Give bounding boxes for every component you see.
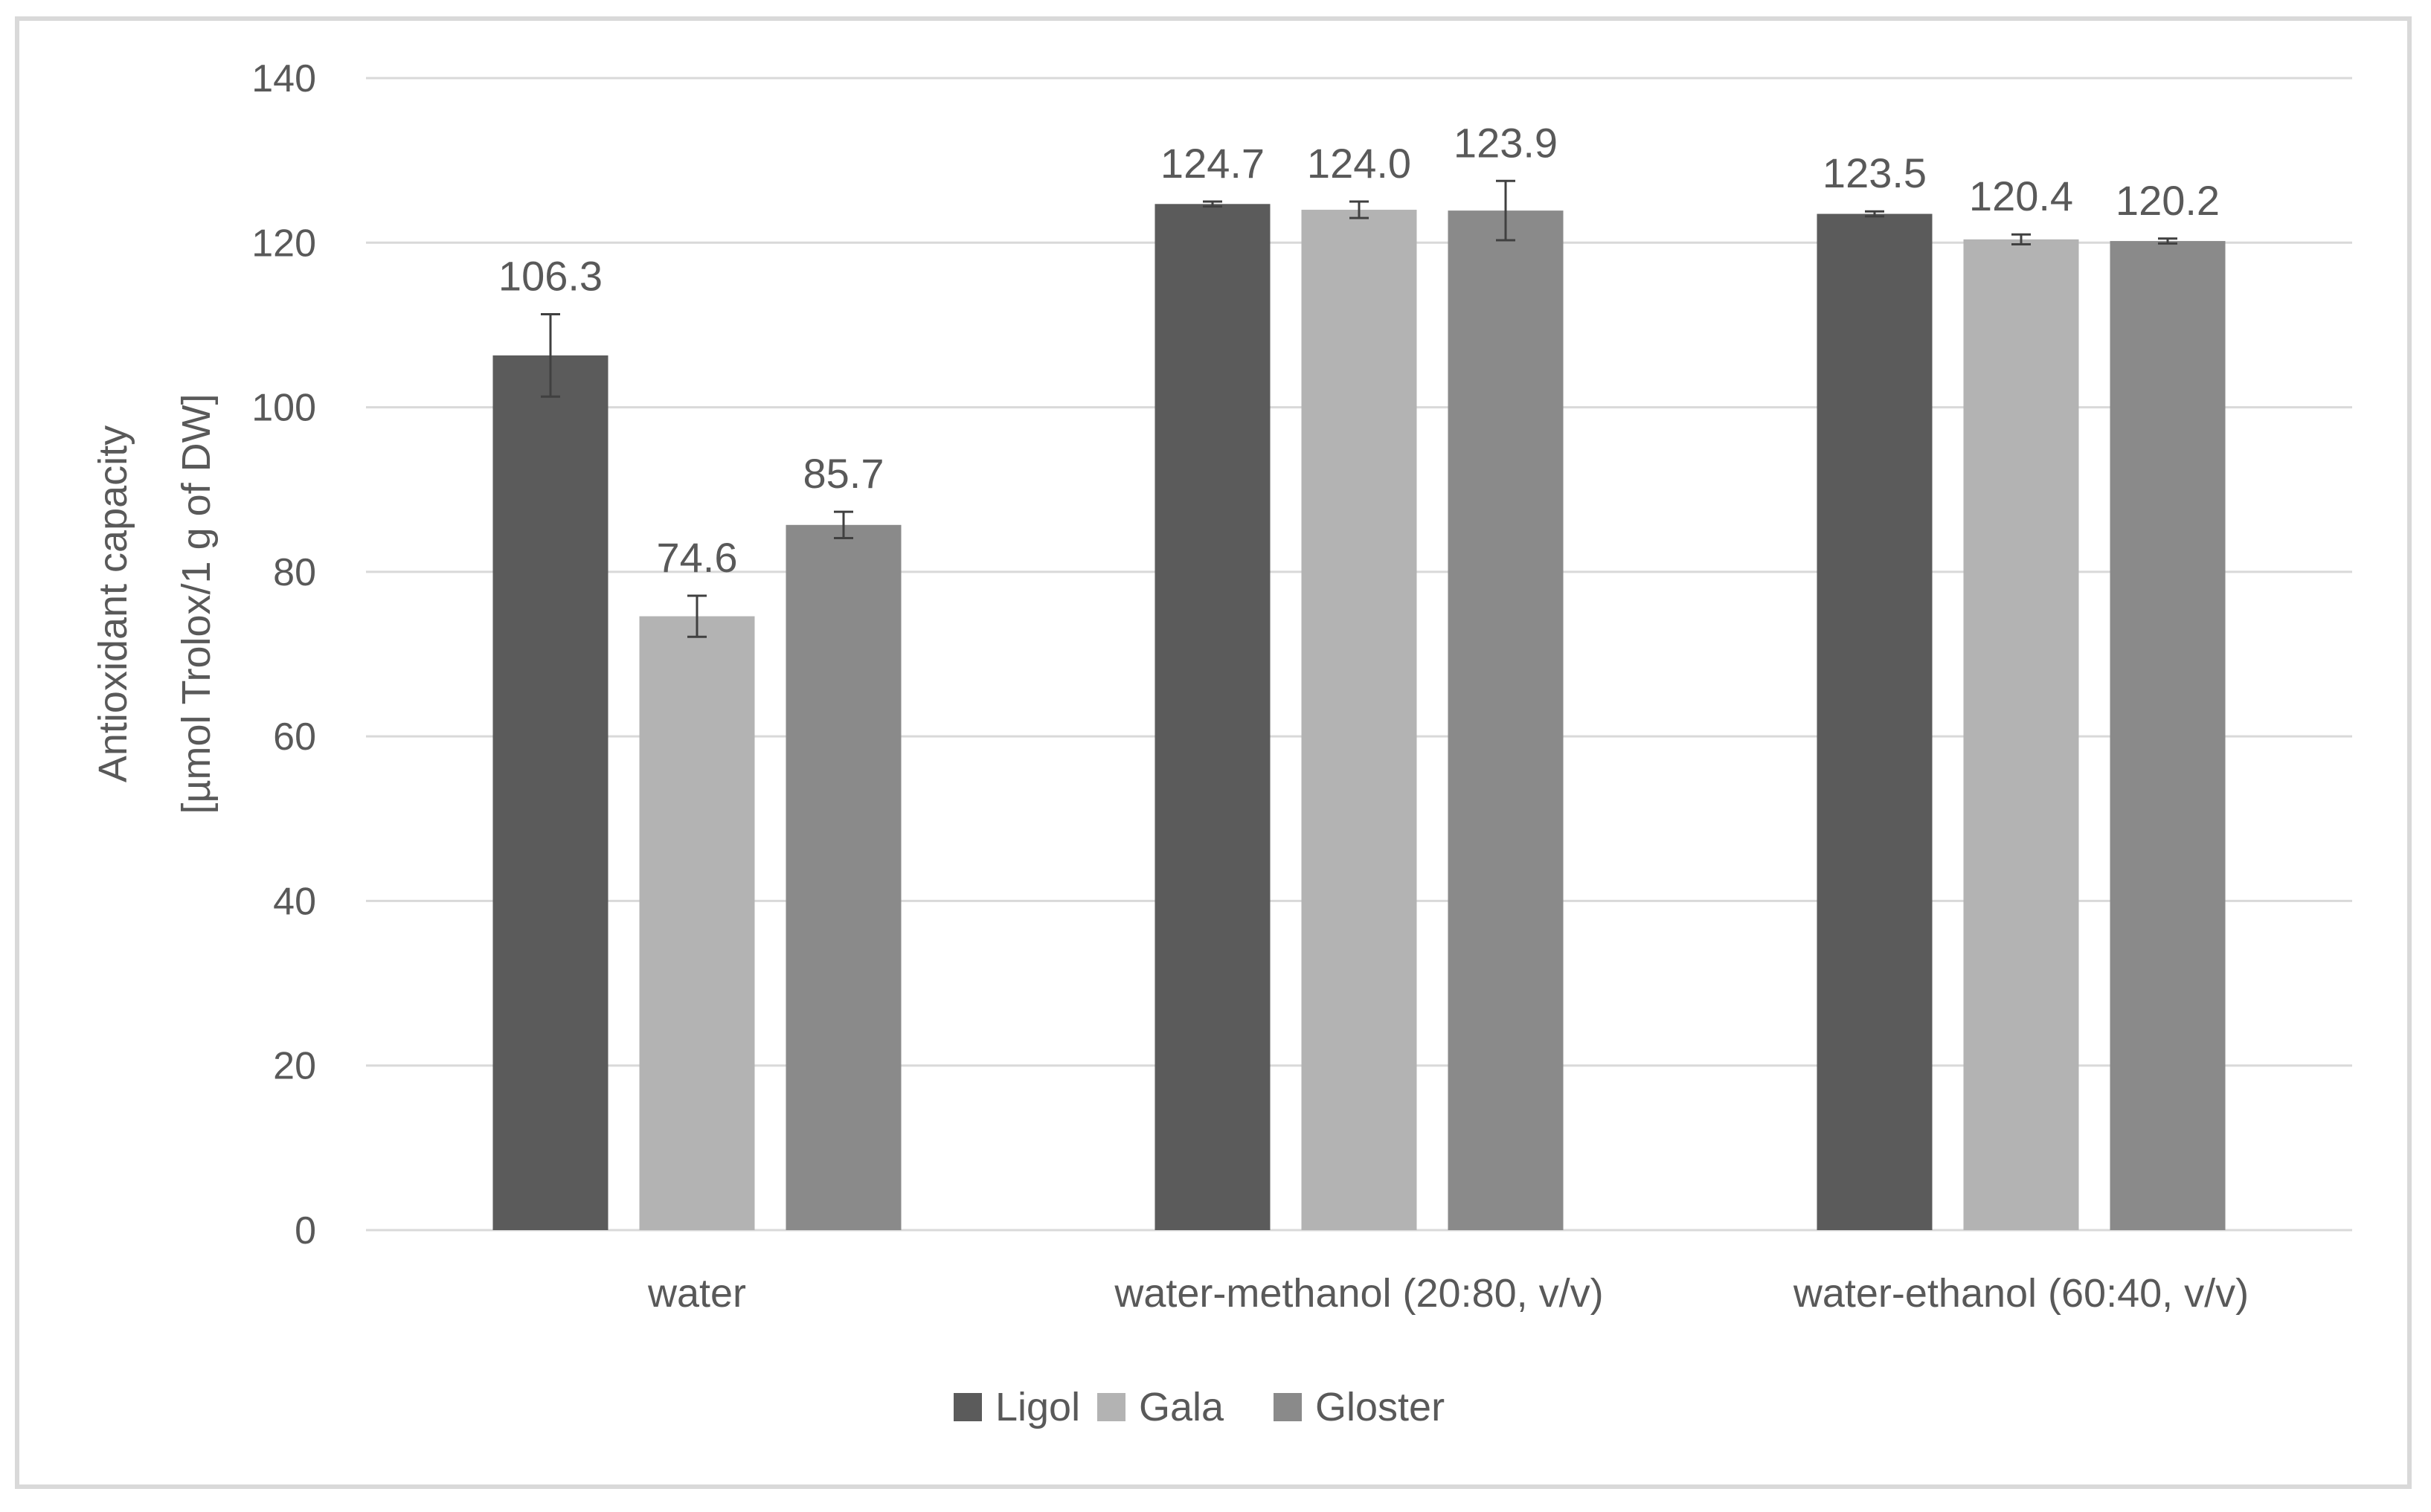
bar-gloster bbox=[786, 524, 902, 1230]
y-tick-label: 100 bbox=[251, 387, 316, 430]
x-tick-label: water-methanol (20:80, v/v) bbox=[1114, 1271, 1603, 1316]
error-bar bbox=[834, 510, 853, 539]
y-tick-label: 60 bbox=[273, 715, 316, 759]
error-bar bbox=[2158, 237, 2177, 245]
y-tick-label: 20 bbox=[273, 1045, 316, 1088]
error-bar bbox=[541, 313, 560, 398]
legend-swatch-gloster bbox=[1274, 1393, 1302, 1421]
error-bar bbox=[1349, 200, 1369, 219]
data-label: 120.2 bbox=[2116, 177, 2220, 224]
y-tick-label: 140 bbox=[251, 57, 316, 100]
bar-gloster bbox=[2110, 241, 2226, 1230]
legend-label-gloster: Gloster bbox=[1315, 1385, 1445, 1429]
y-axis-title-line1: Antioxidant capacity bbox=[91, 425, 135, 782]
error-bar bbox=[1203, 200, 1222, 208]
y-axis-ticks: 0 20 40 60 80 100 120 140 bbox=[251, 57, 316, 1252]
data-label: 85.7 bbox=[803, 450, 884, 497]
y-tick-label: 0 bbox=[295, 1209, 316, 1252]
bar-ligol bbox=[1817, 213, 1933, 1231]
data-label: 124.0 bbox=[1307, 140, 1411, 187]
bar-gala bbox=[639, 616, 755, 1230]
error-bar bbox=[1865, 210, 1884, 218]
bars bbox=[492, 204, 2226, 1231]
legend-label-gala: Gala bbox=[1139, 1385, 1224, 1429]
bar-ligol bbox=[492, 355, 608, 1230]
legend-swatch-gala bbox=[1097, 1393, 1125, 1421]
legend: Ligol Gala Gloster bbox=[954, 1385, 1445, 1429]
error-bars bbox=[541, 179, 2177, 638]
data-labels: 106.3 74.6 85.7 124.7 124.0 123.9 123.5 120.4 12… bbox=[498, 119, 2220, 581]
bar-gloster bbox=[1448, 210, 1564, 1230]
data-label: 120.4 bbox=[1969, 173, 2073, 219]
y-tick-label: 120 bbox=[251, 222, 316, 265]
data-label: 123.5 bbox=[1823, 149, 1927, 196]
y-axis-title-line2: [µmol Trolox/1 g of DW] bbox=[174, 393, 219, 814]
bar-ligol bbox=[1155, 204, 1271, 1230]
x-tick-label: water-ethanol (60:40, v/v) bbox=[1793, 1271, 2249, 1316]
x-tick-label: water bbox=[647, 1271, 746, 1316]
data-label: 106.3 bbox=[498, 253, 603, 300]
bar-gala bbox=[1301, 210, 1417, 1230]
error-bar bbox=[1496, 179, 1515, 242]
data-label: 123.9 bbox=[1454, 119, 1558, 166]
x-axis-categories: water water-methanol (20:80, v/v) water-et… bbox=[647, 1271, 2249, 1316]
error-bar bbox=[2011, 233, 2031, 245]
y-tick-label: 80 bbox=[273, 551, 316, 594]
data-label: 124.7 bbox=[1160, 140, 1265, 187]
y-axis-title: Antioxidant capacity [µmol Trolox/1 g of… bbox=[91, 393, 219, 814]
data-label: 74.6 bbox=[657, 534, 738, 581]
legend-label-ligol: Ligol bbox=[995, 1385, 1080, 1429]
error-bar bbox=[687, 594, 707, 638]
bar-gala bbox=[1963, 239, 2079, 1230]
legend-swatch-ligol bbox=[954, 1393, 982, 1421]
y-tick-label: 40 bbox=[273, 880, 316, 923]
